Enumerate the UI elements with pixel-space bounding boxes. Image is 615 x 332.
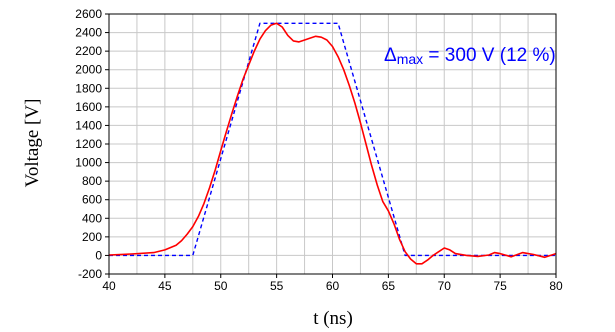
x-tick-label: 75 (493, 279, 507, 293)
plot-frame (108, 13, 557, 275)
y-tick-labels: -200 0 200 400 600 800 1000 1200 1400 1600 1800 200… (75, 7, 109, 281)
series-group (108, 22, 557, 265)
x-tick-label: 80 (549, 279, 563, 293)
y-tick-label: 1200 (75, 137, 102, 151)
x-tick-labels: 40 45 50 55 60 65 70 75 80 (102, 274, 563, 293)
y-tick-label: 2200 (75, 44, 102, 58)
y-tick-label: 1600 (75, 100, 102, 114)
ideal-pulse-series-line (109, 22, 556, 257)
delta-value: = 300 V (12 %) (423, 45, 556, 66)
x-tick-label: 45 (158, 279, 172, 293)
x-tick-label: 65 (382, 279, 396, 293)
x-tick-label: 60 (326, 279, 340, 293)
y-tick-label: 2600 (75, 7, 102, 21)
y-tick-label: 1400 (75, 118, 102, 132)
delta-max-annotation: Δmax = 300 V (12 %) (384, 45, 556, 67)
y-tick-label: -200 (78, 267, 102, 281)
delta-subscript: max (397, 51, 423, 67)
y-tick-label: 600 (82, 193, 102, 207)
y-tick-label: 1000 (75, 156, 102, 170)
y-tick-label: 0 (95, 248, 102, 262)
measured-pulse-series-line (108, 22, 557, 265)
y-axis-label: Voltage [V] (22, 99, 43, 188)
y-tick-label: 200 (82, 230, 102, 244)
y-tick-label: 800 (82, 174, 102, 188)
x-tick-label: 70 (438, 279, 452, 293)
x-tick-label: 40 (102, 279, 116, 293)
y-tick-label: 1800 (75, 81, 102, 95)
x-axis-label: t (ns) (313, 308, 353, 329)
y-tick-label: 2400 (75, 26, 102, 40)
y-tick-label: 2000 (75, 63, 102, 77)
delta-symbol: Δ (384, 45, 397, 66)
x-tick-label: 50 (214, 279, 228, 293)
y-tick-label: 400 (82, 211, 102, 225)
x-tick-label: 55 (270, 279, 284, 293)
